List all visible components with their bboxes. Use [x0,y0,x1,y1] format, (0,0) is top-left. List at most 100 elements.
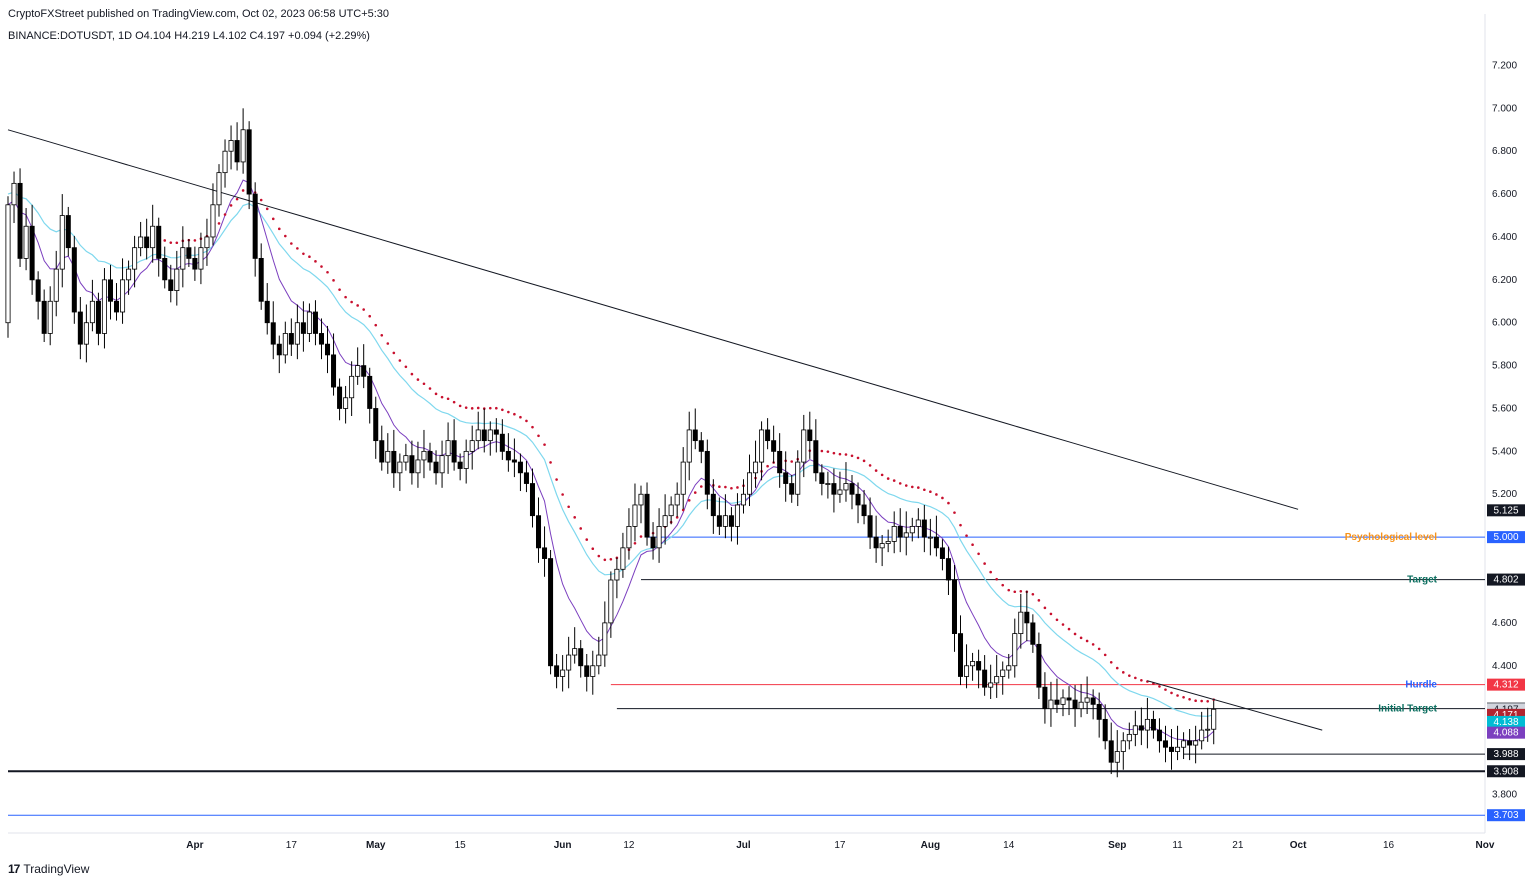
candle-body [349,375,355,399]
candle-body [318,333,324,345]
y-tick-label: 6.600 [1492,189,1517,200]
x-tick-label: Nov [1476,840,1495,851]
trend-dot [1182,695,1185,699]
candle-body [747,472,753,495]
candle-body [734,504,740,527]
trend-dot [476,406,480,410]
candle-body [367,375,373,409]
trend-dot [410,372,414,376]
candle-body [144,236,150,249]
candle-body [427,450,433,463]
candle-body [855,493,861,506]
candle-body [945,558,951,581]
candle-body [47,300,53,334]
trend-dot [531,425,534,429]
candle-body [138,236,144,249]
candle-body [373,408,379,442]
brand-label: TradingView [23,862,90,876]
candle-body [17,182,23,259]
candle-body [1120,740,1126,752]
trend-dot [217,222,221,225]
candle-body [150,225,156,249]
candle-body [186,247,192,259]
candle-body [608,579,614,624]
trend-dot [910,485,914,489]
trend-dot [886,477,890,480]
trend-dot [1200,699,1203,703]
candle-body [415,459,421,474]
candle-body [704,450,710,495]
candle-body [915,519,921,527]
trend-dot [296,247,299,250]
candle-body [584,665,590,677]
trend-dot [724,485,727,489]
candle-body [59,215,65,270]
trend-dot [1176,694,1179,697]
trend-dot [507,410,510,414]
trend-dot [440,395,444,399]
candle-body [312,311,318,334]
trend-dot [699,485,703,488]
candle-body [198,247,204,270]
trend-dot [892,479,896,482]
trend-dot [229,204,233,207]
trend-dot [1037,599,1041,602]
price-badge-text: 4.088 [1493,728,1518,739]
trend-dot [495,406,498,410]
trend-dot [917,486,920,489]
candle-body [162,258,168,281]
candle-body [216,172,222,206]
candle-body [343,397,349,409]
trend-dot [693,491,697,494]
trend-dot [995,577,998,581]
candle-body [451,440,457,463]
candle-body [674,493,680,506]
candle-body [228,140,234,152]
trend-dot [193,239,197,242]
candle-body [644,493,650,538]
trend-dot [1067,627,1071,631]
trend-dot [579,527,583,530]
candle-body [1036,643,1042,688]
candle-body [1024,611,1030,624]
trend-dot [259,198,263,202]
trend-dot [386,342,390,345]
level-badge [1487,678,1525,691]
x-tick-label: 12 [623,840,635,851]
trend-dot [488,406,492,410]
candle-body [337,386,343,409]
candle-body [1156,729,1162,742]
candle-body [994,676,1000,684]
candle-body [505,450,511,461]
candle-body [590,665,596,677]
candle-body [909,526,915,534]
candle-body [23,225,29,259]
candle-body [5,204,11,324]
candle-body [897,526,903,538]
trend-dot [1188,697,1191,701]
trend-dot [573,516,576,519]
candle-body [1132,725,1138,735]
price-badge [1487,504,1525,517]
tradingview-brand[interactable]: 17 TradingView [8,862,89,876]
candle-body [680,461,686,495]
trend-dot [163,239,167,242]
candle-body [933,536,939,549]
y-tick-label: 3.800 [1492,789,1517,800]
candle-body [355,365,361,377]
axes: 7.200 7.000 6.800 6.600 6.400 6.200 6.000 5.800… [186,60,1517,851]
x-tick-label: Oct [1290,840,1307,851]
y-tick-label: 5.200 [1492,489,1517,500]
trend-dot [332,279,335,282]
y-tick-label: 5.400 [1492,446,1517,457]
candle-body [1006,665,1012,671]
level-badge-text: 4.312 [1493,680,1518,691]
candle-body [523,472,529,484]
trend-dot [832,451,836,455]
candle-body [801,429,807,463]
candle-body [1108,740,1114,763]
candle-body [481,429,487,442]
candle-body [475,429,481,442]
candle-body [958,633,964,677]
